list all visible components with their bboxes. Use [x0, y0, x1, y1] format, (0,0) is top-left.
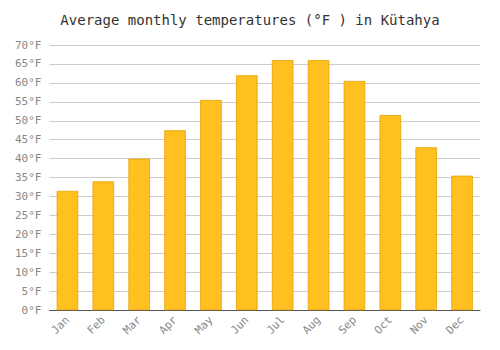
svg-text:Aug: Aug — [300, 314, 323, 337]
svg-text:Jul: Jul — [264, 314, 287, 337]
svg-text:Apr: Apr — [156, 313, 179, 336]
svg-text:70°F: 70°F — [15, 39, 42, 52]
svg-text:60°F: 60°F — [15, 76, 42, 89]
svg-text:40°F: 40°F — [15, 152, 42, 165]
svg-text:Feb: Feb — [85, 314, 108, 337]
svg-text:45°F: 45°F — [15, 133, 42, 146]
svg-text:50°F: 50°F — [15, 114, 42, 127]
svg-text:Dec: Dec — [443, 314, 466, 337]
svg-text:10°F: 10°F — [15, 266, 42, 279]
svg-text:5°F: 5°F — [22, 285, 42, 298]
svg-text:May: May — [192, 313, 215, 336]
svg-text:Jan: Jan — [49, 314, 72, 337]
svg-text:25°F: 25°F — [15, 209, 42, 222]
svg-text:Sep: Sep — [336, 314, 359, 337]
svg-text:55°F: 55°F — [15, 95, 42, 108]
svg-text:35°F: 35°F — [15, 171, 42, 184]
svg-text:0°F: 0°F — [22, 304, 42, 317]
svg-text:Jun: Jun — [228, 314, 251, 337]
svg-text:20°F: 20°F — [15, 228, 42, 241]
svg-text:Nov: Nov — [408, 313, 431, 336]
svg-text:Oct: Oct — [372, 314, 395, 337]
svg-text:Mar: Mar — [121, 313, 144, 336]
svg-text:15°F: 15°F — [15, 247, 42, 260]
svg-text:Average monthly temperatures (: Average monthly temperatures (°F ) in Kü… — [60, 12, 439, 28]
svg-text:30°F: 30°F — [15, 190, 42, 203]
svg-text:65°F: 65°F — [15, 57, 42, 70]
